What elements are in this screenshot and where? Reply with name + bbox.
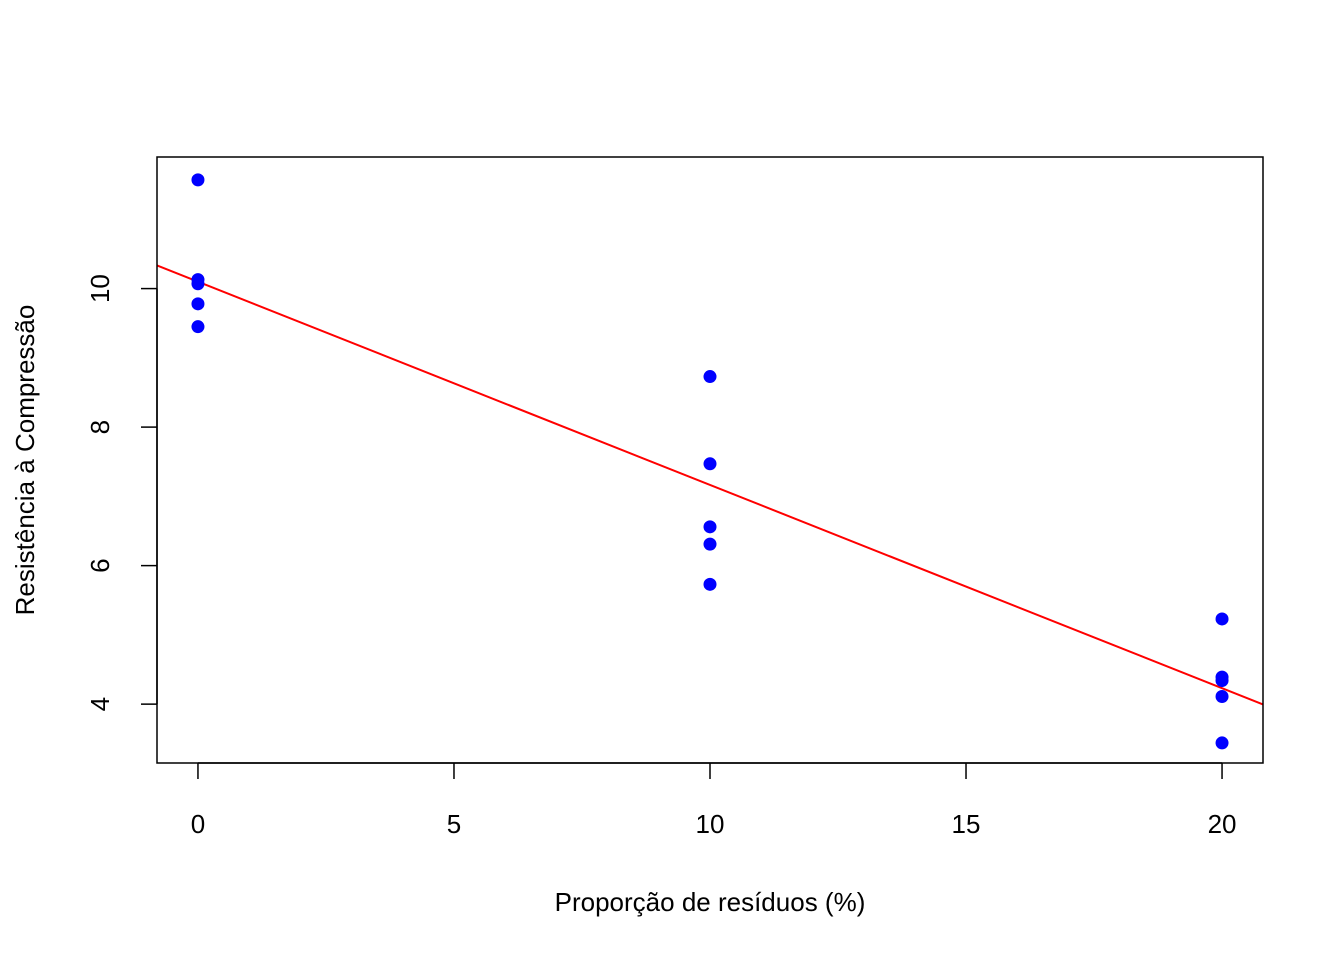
y-tick-label: 6: [85, 558, 115, 572]
x-axis-title: Proporção de resíduos (%): [555, 887, 866, 917]
data-point: [191, 297, 205, 311]
data-point: [191, 173, 205, 187]
y-axis: 4 6 8 10: [85, 274, 158, 711]
regression-line-layer: [157, 264, 1263, 706]
data-point: [703, 370, 717, 384]
data-point: [703, 520, 717, 534]
x-tick-label: 10: [696, 809, 725, 839]
x-tick-label: 20: [1208, 809, 1237, 839]
regression-line: [157, 264, 1263, 706]
data-point: [191, 320, 205, 334]
data-points-layer: [191, 173, 1229, 750]
x-axis: 0 5 10 15 20: [191, 762, 1237, 839]
data-point: [1215, 612, 1229, 626]
data-point: [703, 577, 717, 591]
x-tick-label: 5: [447, 809, 461, 839]
data-point: [1215, 736, 1229, 750]
data-point: [703, 537, 717, 551]
y-tick-label: 8: [85, 420, 115, 434]
x-tick-label: 0: [191, 809, 205, 839]
data-point: [1215, 690, 1229, 704]
data-point: [191, 277, 205, 291]
y-tick-label: 10: [85, 274, 115, 303]
data-point: [1215, 674, 1229, 688]
y-axis-title: Resistência à Compressão: [10, 305, 40, 616]
data-point: [703, 457, 717, 471]
x-tick-label: 15: [952, 809, 981, 839]
y-tick-label: 4: [85, 697, 115, 711]
